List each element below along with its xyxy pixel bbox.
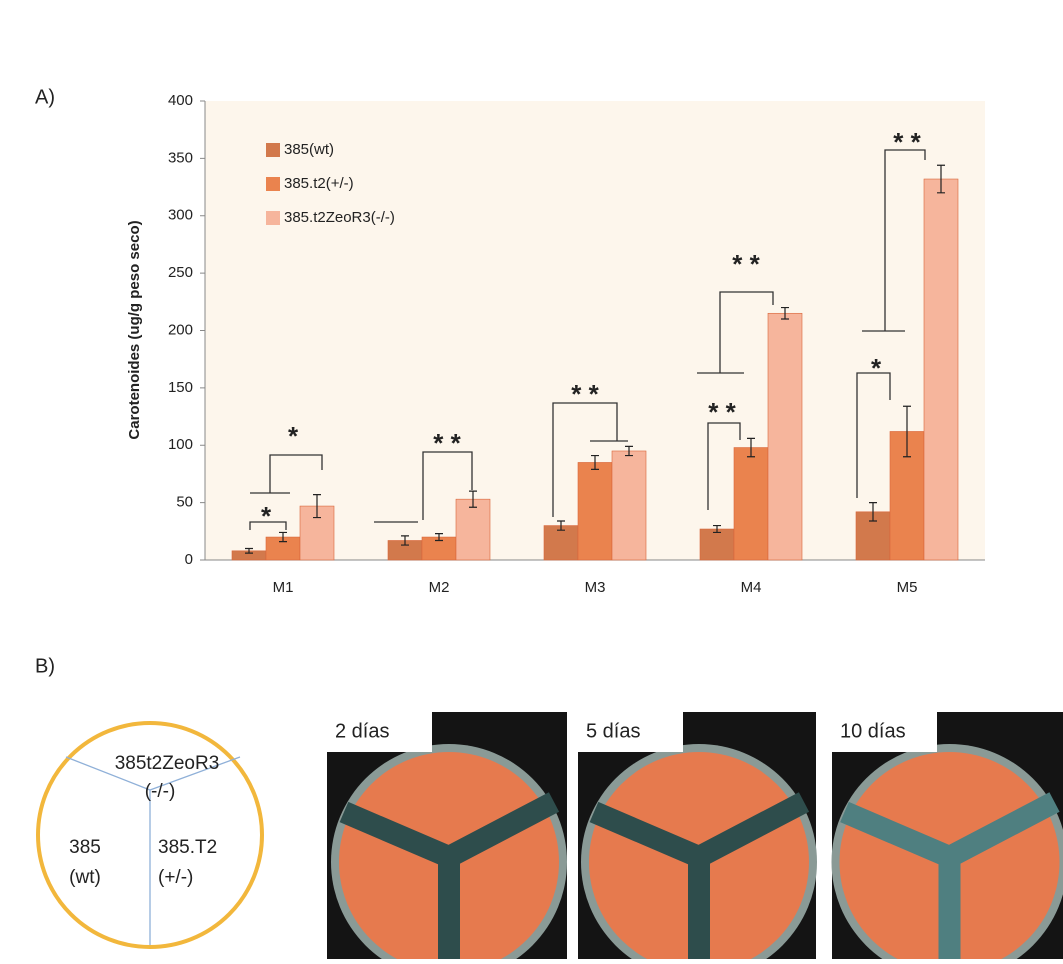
diagram-label: 385 <box>69 837 101 858</box>
x-tick-label: M3 <box>585 579 606 596</box>
diagram-label: (+/-) <box>158 867 193 888</box>
panel-label: B) <box>35 655 55 677</box>
legend-swatch <box>266 143 280 157</box>
significance: * * <box>732 249 760 279</box>
bar <box>578 462 612 560</box>
x-tick-label: M5 <box>897 579 918 596</box>
legend-label: 385.t2ZeoR3(-/-) <box>284 209 395 226</box>
y-tick-label: 0 <box>185 551 193 568</box>
diagram-label: 385t2ZeoR3 <box>115 753 220 774</box>
significance: * * <box>893 127 921 157</box>
y-tick-label: 250 <box>168 264 193 281</box>
legend-swatch <box>266 211 280 225</box>
y-tick-label: 300 <box>168 207 193 224</box>
diagram-label: (wt) <box>69 867 101 888</box>
plate-diagram: 385t2ZeoR3 (-/-) 385 (wt) 385.T2 (+/-) <box>38 723 262 947</box>
legend-swatch <box>266 177 280 191</box>
x-tick-label: M1 <box>273 579 294 596</box>
significance: * <box>261 501 272 531</box>
y-tick-label: 100 <box>168 436 193 453</box>
photo-label: 5 días <box>586 720 640 742</box>
x-tick-label: M2 <box>429 579 450 596</box>
bar <box>612 451 646 560</box>
y-axis-label: Carotenoides (ug/g peso seco) <box>126 220 143 439</box>
diagram-label: 385.T2 <box>158 837 217 858</box>
significance: * * <box>433 428 461 458</box>
diagram-label: (-/-) <box>145 781 176 802</box>
bar <box>768 313 802 560</box>
significance: * * <box>571 379 599 409</box>
bar <box>924 179 958 560</box>
significance: * <box>871 353 882 383</box>
y-tick-label: 350 <box>168 149 193 166</box>
legend-label: 385.t2(+/-) <box>284 175 354 192</box>
y-tick-label: 200 <box>168 321 193 338</box>
y-tick-label: 400 <box>168 92 193 109</box>
significance: * <box>288 421 299 451</box>
bar <box>456 499 490 560</box>
photos: 2 días 5 días 10 días <box>327 712 1063 959</box>
y-tick-label: 150 <box>168 379 193 396</box>
panel-label: A) <box>35 86 55 108</box>
y-tick-label: 50 <box>176 494 193 511</box>
bar <box>700 529 734 560</box>
x-tick-label: M4 <box>741 579 762 596</box>
photo-label: 10 días <box>840 720 906 742</box>
photo-label: 2 días <box>335 720 389 742</box>
significance: * * <box>708 397 736 427</box>
bar <box>734 448 768 560</box>
legend-label: 385(wt) <box>284 141 334 158</box>
